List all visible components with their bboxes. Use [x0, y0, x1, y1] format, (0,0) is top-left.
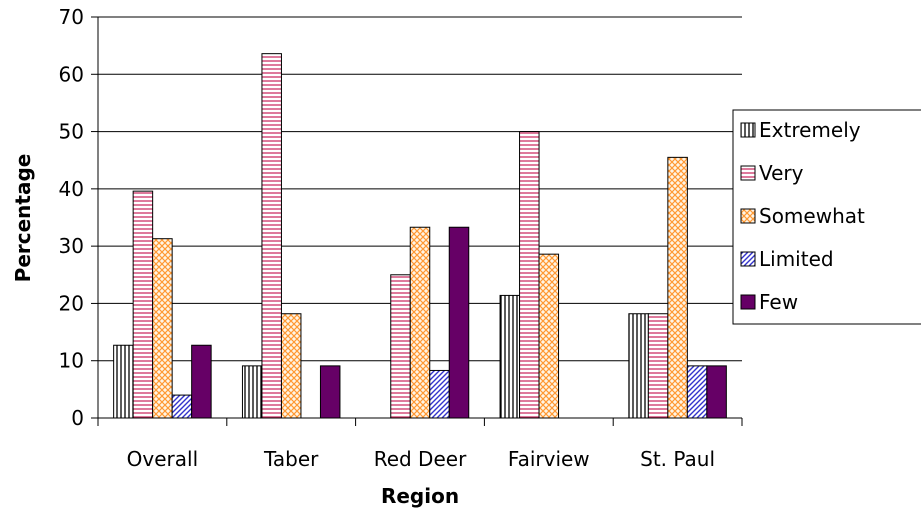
category-labels: Overall Taber Red Deer Fairview St. Paul — [97, 418, 743, 471]
bar-very-overall — [132, 190, 154, 419]
y-tick-label: 20 — [59, 291, 84, 315]
y-tick-label: 40 — [59, 177, 84, 201]
bar-few-taber — [319, 365, 341, 419]
y-tick-label: 10 — [59, 349, 84, 373]
bar-few-red-deer — [448, 226, 470, 419]
bar-extremely-st-paul — [628, 313, 649, 419]
legend-swatch-few — [740, 294, 756, 310]
axes — [97, 17, 742, 419]
legend-swatch-somewhat — [740, 208, 756, 224]
bar-very-fairview — [519, 131, 540, 419]
legend-label-extremely: Extremely — [759, 118, 861, 142]
bar-extremely-taber — [241, 365, 263, 419]
x-axis-title: Region — [381, 484, 459, 508]
y-tick-label: 60 — [59, 62, 84, 86]
bar-limited-overall — [171, 394, 193, 419]
legend-label-somewhat: Somewhat — [759, 204, 865, 228]
bar-limited-red-deer — [429, 369, 450, 419]
bar-somewhat-overall — [152, 238, 173, 419]
bar-very-red-deer — [390, 274, 411, 419]
bars — [113, 53, 727, 419]
bar-extremely-fairview — [499, 294, 521, 419]
legend-label-few: Few — [759, 290, 798, 314]
y-axis-title: Percentage — [11, 154, 35, 283]
legend: Extremely Very Somewhat Limited Few — [732, 109, 921, 325]
category-label: Taber — [263, 447, 319, 471]
bar-somewhat-st-paul — [667, 156, 688, 419]
bar-limited-st-paul — [686, 365, 708, 419]
y-tick-label: 70 — [59, 5, 84, 29]
legend-swatch-very — [740, 165, 756, 181]
legend-label-limited: Limited — [759, 247, 834, 271]
bar-few-overall — [191, 344, 212, 419]
legend-box — [732, 109, 921, 325]
category-label: Red Deer — [374, 447, 467, 471]
bar-somewhat-fairview — [538, 253, 560, 419]
y-axis-ticks: 0 10 20 30 40 50 60 70 — [59, 5, 98, 430]
bar-extremely-overall — [113, 344, 134, 419]
category-label: St. Paul — [640, 447, 715, 471]
y-tick-label: 0 — [71, 406, 84, 430]
bar-few-st-paul — [706, 365, 727, 419]
category-label: Overall — [127, 447, 198, 471]
bar-somewhat-taber — [280, 313, 302, 419]
category-label: Fairview — [508, 447, 590, 471]
legend-swatch-limited — [740, 251, 756, 267]
bar-very-taber — [261, 53, 282, 419]
legend-label-very: Very — [759, 161, 804, 185]
bar-somewhat-red-deer — [409, 226, 431, 419]
bar-very-st-paul — [647, 313, 669, 419]
y-tick-label: 30 — [59, 234, 84, 258]
legend-swatch-extremely — [740, 122, 756, 138]
y-tick-label: 50 — [59, 120, 84, 144]
